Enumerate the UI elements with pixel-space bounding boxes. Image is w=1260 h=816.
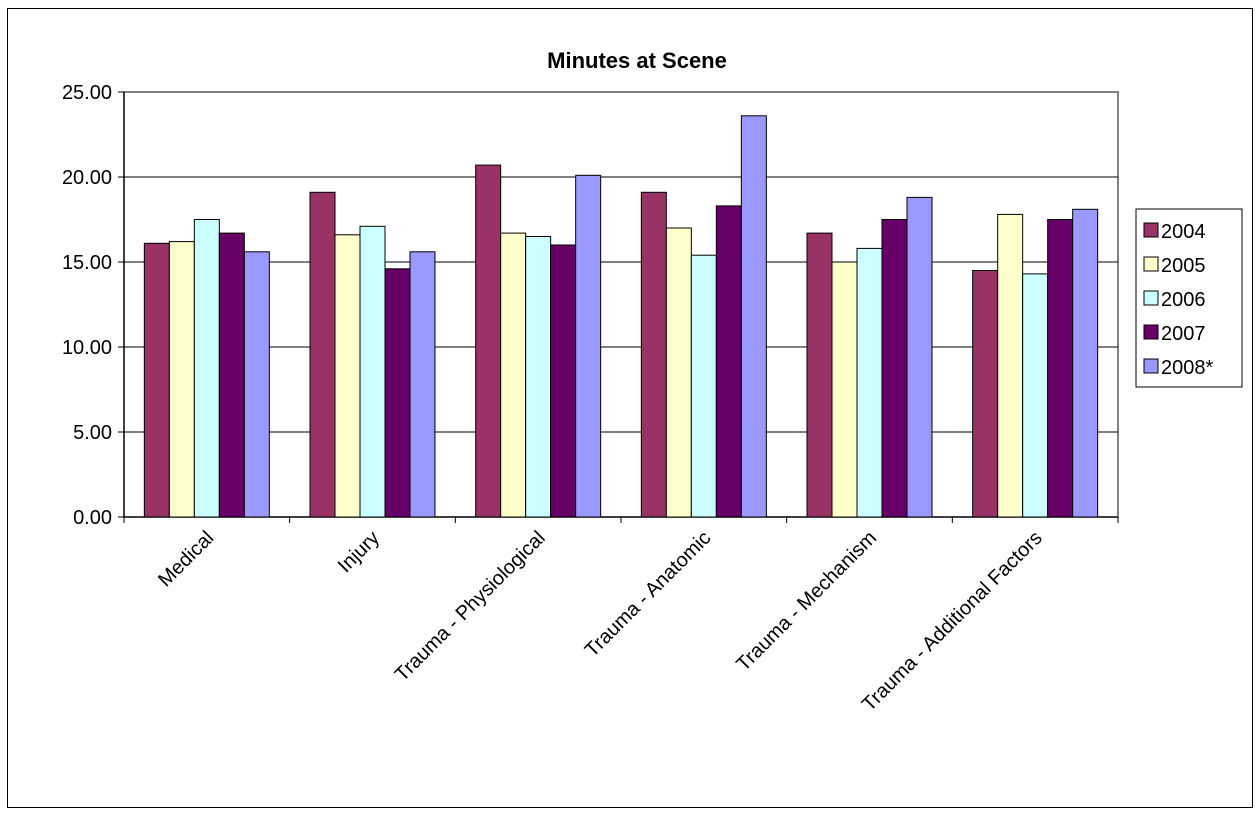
bar-2006-4 <box>856 247 883 518</box>
bar-2007-2 <box>550 244 577 518</box>
plot-area <box>123 91 1119 518</box>
bar-2004-5 <box>972 270 999 518</box>
bar-2004-1 <box>309 191 336 518</box>
bar-2007-5 <box>1047 219 1074 518</box>
legend-label: 2005 <box>1161 255 1206 277</box>
legend-label: 2006 <box>1161 289 1206 311</box>
bar-2005-4 <box>831 261 858 518</box>
bar-2008-0 <box>243 251 270 518</box>
legend-swatch <box>1143 256 1159 272</box>
x-tick-label: Trauma - Additional Factors <box>858 527 1047 716</box>
bar-2007-3 <box>715 205 742 518</box>
y-tick-label: 10.00 <box>62 337 112 359</box>
bar-2004-2 <box>475 164 502 518</box>
x-tick-label: Medical <box>154 527 218 591</box>
bar-2008-3 <box>740 115 767 518</box>
bar-2005-5 <box>997 213 1024 518</box>
bar-2005-2 <box>500 232 527 518</box>
x-tick-label: Trauma - Physiological <box>391 527 550 686</box>
bar-2008-1 <box>409 251 436 518</box>
bar-2005-1 <box>334 234 361 518</box>
legend-swatch <box>1143 222 1159 238</box>
bars <box>143 115 1099 518</box>
gridlines <box>124 176 1118 433</box>
y-tick-label: 5.00 <box>73 422 112 444</box>
bar-2004-3 <box>640 191 667 518</box>
bar-2006-5 <box>1022 273 1049 518</box>
y-tick-label: 20.00 <box>62 167 112 189</box>
bar-2007-1 <box>384 268 411 518</box>
bar-2005-3 <box>665 227 692 518</box>
bar-2005-0 <box>168 241 195 518</box>
x-tick-label: Trauma - Mechanism <box>732 527 881 676</box>
bar-2008-2 <box>575 174 602 518</box>
chart-title: Minutes at Scene <box>547 48 727 73</box>
bar-2004-4 <box>806 232 833 518</box>
legend: 2004 2005 2006 2007 2008* <box>1135 208 1243 388</box>
bar-2006-2 <box>525 236 552 518</box>
legend-label: 2004 <box>1161 221 1206 243</box>
bar-2008-5 <box>1072 208 1099 518</box>
x-tick-label: Trauma - Anatomic <box>581 527 715 661</box>
bar-2006-1 <box>359 225 386 518</box>
x-tick-label: Injury <box>334 527 384 577</box>
y-tick-label: 0.00 <box>73 507 112 529</box>
legend-label: 2008* <box>1161 357 1213 379</box>
bar-2006-0 <box>193 219 220 518</box>
y-tick-label: 15.00 <box>62 252 112 274</box>
bar-2008-4 <box>906 196 933 518</box>
y-tick-label: 25.00 <box>62 82 112 104</box>
bar-2007-4 <box>881 219 908 518</box>
bar-2006-3 <box>690 254 717 518</box>
legend-label: 2007 <box>1161 323 1206 345</box>
legend-swatch <box>1143 358 1159 374</box>
legend-swatch <box>1143 324 1159 340</box>
bar-2004-0 <box>143 242 170 518</box>
legend-swatch <box>1143 290 1159 306</box>
bar-2007-0 <box>218 232 245 518</box>
